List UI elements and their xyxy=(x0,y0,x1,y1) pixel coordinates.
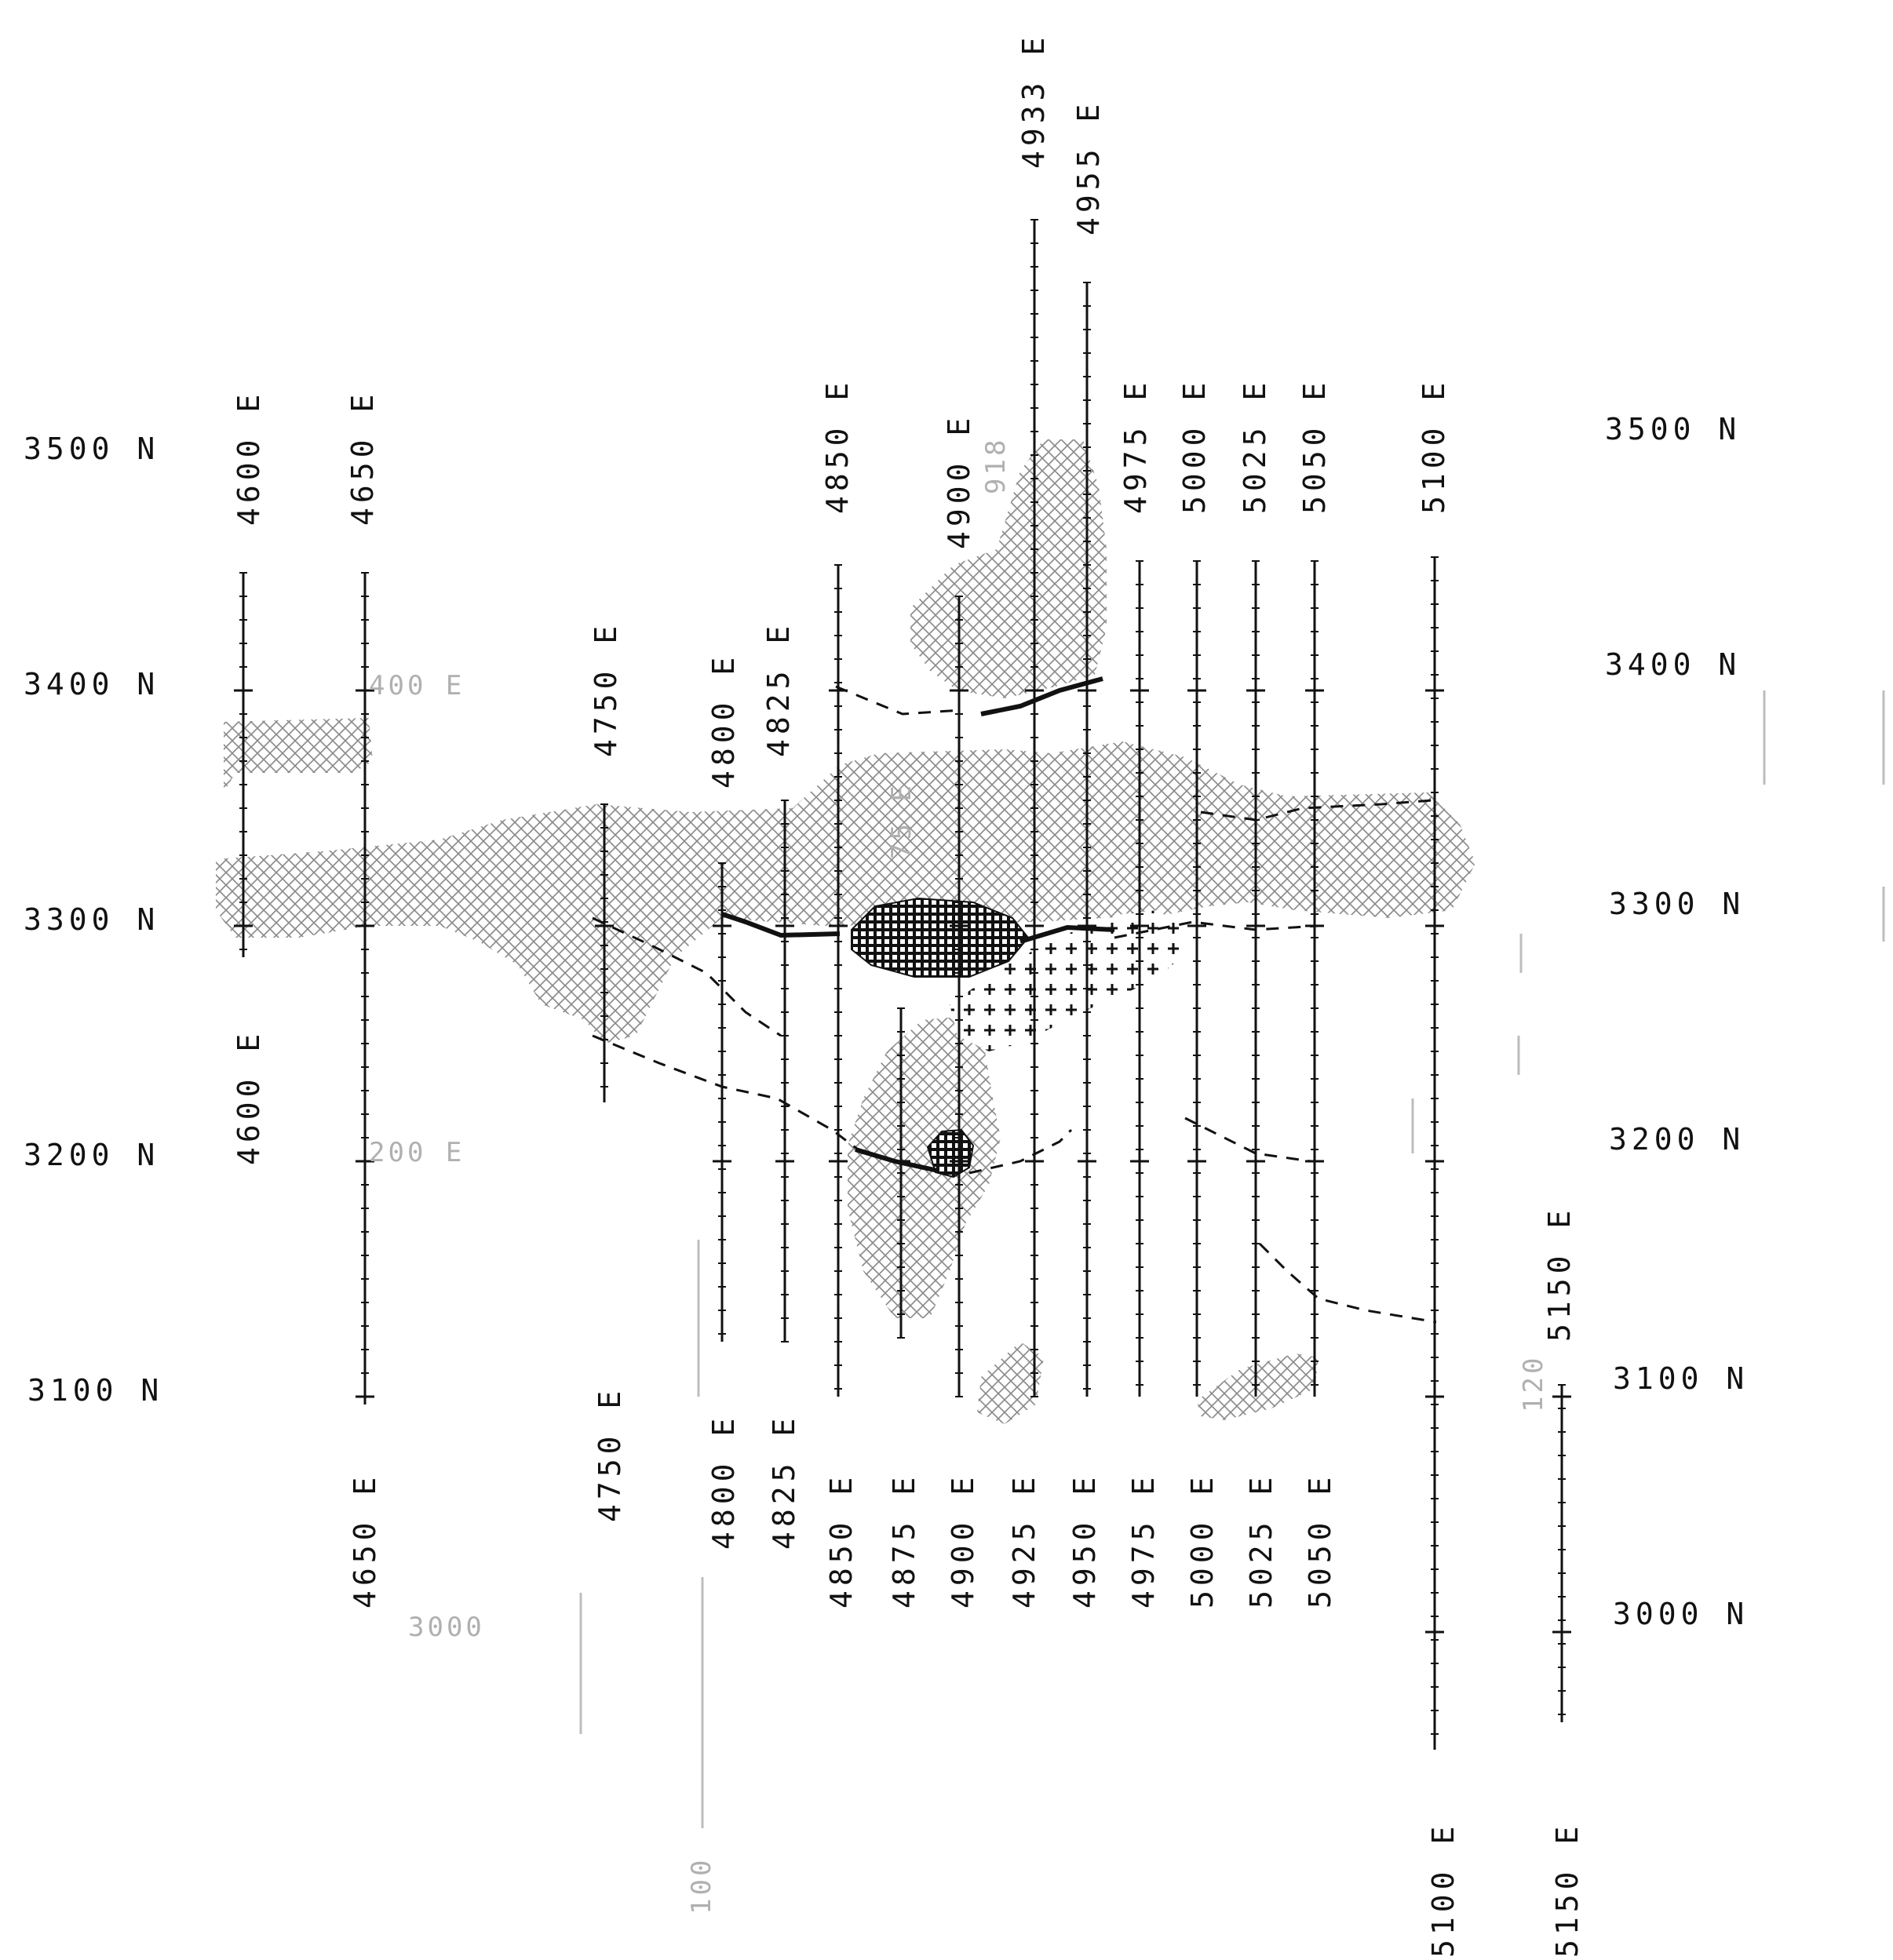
solid-contact-1 xyxy=(980,676,1103,716)
line-label-top-t4933: 4933 E xyxy=(1016,33,1051,169)
north-label-n3500: 3500 N xyxy=(24,432,159,466)
line-label-bottom-b4750: 4750 E xyxy=(593,1386,627,1522)
line-label-top-t4600: 4600 E xyxy=(232,390,266,526)
line-label-top-t4900: 4900 E xyxy=(942,413,976,549)
faint-ghost-lines xyxy=(579,690,1885,1828)
faint-label-f120: 120 xyxy=(1518,1355,1549,1412)
line-label-bottom-b5100: 5100 E xyxy=(1426,1822,1461,1958)
line-label-top-t4750: 4750 E xyxy=(589,621,623,757)
line-label-bottom-b5000: 5000 E xyxy=(1185,1473,1220,1608)
faint-label-f400: 400 E xyxy=(369,670,465,701)
map-labels: 3500 N 3400 N 3300 N 3200 N 3100 N 3500 N 3400… xyxy=(24,33,1749,1958)
dashed-contact-8 xyxy=(1258,1242,1437,1324)
line-label-top-t4800: 4800 E xyxy=(706,653,741,789)
faint-label-f3000: 3000 xyxy=(408,1612,485,1643)
plus-pattern-zone xyxy=(950,910,1185,1051)
north-label-right-rn3100: 3100 N xyxy=(1613,1361,1749,1396)
line-label-bottom-b5025: 5025 E xyxy=(1244,1473,1278,1608)
anomaly-zone-main-belt xyxy=(216,741,1475,1044)
solid-contact-2 xyxy=(721,912,841,938)
line-label-top-t4825: 4825 E xyxy=(761,621,796,757)
north-label-right-rn3300: 3300 N xyxy=(1609,887,1745,921)
dashed-contact-7 xyxy=(1184,1117,1311,1163)
north-label-n3100: 3100 N xyxy=(27,1373,163,1408)
north-label-right-rn3500: 3500 N xyxy=(1605,412,1741,446)
north-label-right-rn3000: 3000 N xyxy=(1613,1597,1749,1631)
north-label-n3400: 3400 N xyxy=(24,667,159,701)
high-grade-body-main xyxy=(851,897,1030,978)
solid-contact-3 xyxy=(1019,924,1115,944)
anomaly-zone-upper-left xyxy=(224,718,373,792)
faint-label-f200: 200 E xyxy=(369,1137,465,1168)
high-grade-body-small xyxy=(926,1128,975,1179)
line-label-top-t5000: 5000 E xyxy=(1177,378,1212,514)
line-label-bottom-b4875: 4875 E xyxy=(887,1473,921,1608)
line-label-top-t5050: 5050 E xyxy=(1297,378,1332,514)
north-label-n3200: 3200 N xyxy=(24,1138,159,1172)
faint-label-f918: 918 xyxy=(980,437,1012,494)
line-label-top-t5100: 5100 E xyxy=(1417,378,1451,514)
north-label-right-rn3200: 3200 N xyxy=(1609,1122,1745,1157)
line-label-top-t5025: 5025 E xyxy=(1238,378,1272,514)
dashed-contact-2 xyxy=(1200,799,1433,822)
line-label-top-t4650: 4650 E xyxy=(345,390,380,526)
line-label-top-t4955: 4955 E xyxy=(1071,100,1106,235)
line-label-bottom-b4975: 4975 E xyxy=(1126,1473,1161,1608)
line-label-bottom-b4650: 4650 E xyxy=(348,1473,382,1608)
solid-contact-4 xyxy=(855,1147,939,1173)
line-label-top-t4975: 4975 E xyxy=(1118,378,1153,514)
anomaly-zone-south-small xyxy=(977,1342,1044,1424)
faint-label-f100: 100 xyxy=(686,1857,717,1914)
line-label-bottom-b4950: 4950 E xyxy=(1067,1473,1102,1608)
line-label-bottom-b5050: 5050 E xyxy=(1303,1473,1337,1608)
dashed-contact-5 xyxy=(592,1034,864,1155)
line-label-bottom-b4600: 4600 E xyxy=(232,1029,266,1165)
north-label-n3300: 3300 N xyxy=(24,902,159,937)
line-label-bottom-b4800: 4800 E xyxy=(706,1414,741,1550)
line-label-bottom-b4825: 4825 E xyxy=(767,1414,801,1550)
geological-contacts xyxy=(592,676,1437,1324)
line-label-bottom-b4925: 4925 E xyxy=(1007,1473,1041,1608)
dashed-contact-1 xyxy=(835,685,962,716)
dashed-contact-6 xyxy=(968,1128,1073,1175)
dashed-contact-4 xyxy=(1114,920,1319,939)
north-label-right-rn3400: 3400 N xyxy=(1605,647,1741,682)
line-label-top-t5150: 5150 E xyxy=(1542,1206,1577,1342)
line-label-bottom-b5150: 5150 E xyxy=(1550,1822,1585,1958)
line-label-bottom-b4850: 4850 E xyxy=(824,1473,859,1608)
line-label-bottom-b4900: 4900 E xyxy=(946,1473,980,1608)
anomaly-zone-southeast-small xyxy=(1197,1353,1319,1420)
faint-label-f75: 75 E xyxy=(886,782,917,859)
survey-grid-lines xyxy=(234,219,1571,1750)
hatched-anomaly-zones xyxy=(216,439,1475,1424)
line-label-top-t4850: 4850 E xyxy=(820,378,855,514)
